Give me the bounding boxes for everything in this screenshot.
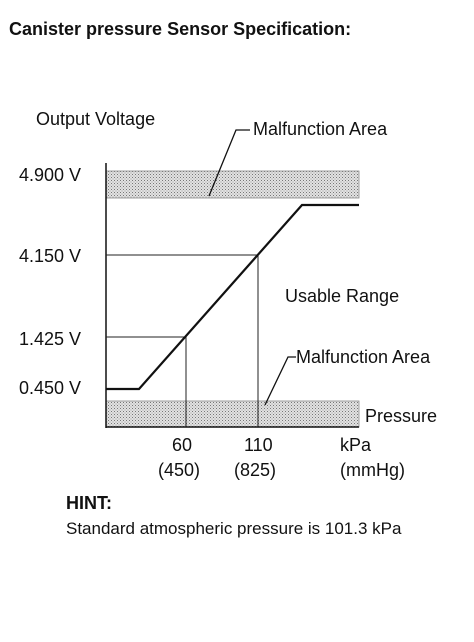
x-tick-label: 110 (244, 435, 273, 455)
x-tick-sublabel: (450) (158, 460, 201, 480)
x-tick-label: 60 (172, 435, 193, 455)
malfunction-area-lower-label: Malfunction Area (296, 347, 431, 367)
x-unit-sublabel: (mmHg) (340, 460, 405, 480)
usable-range-label: Usable Range (285, 286, 400, 306)
lower-malfunction-band (105, 400, 360, 428)
output-voltage-curve (106, 203, 359, 391)
lower-malfunction-leader (264, 356, 296, 406)
x-unit-label: kPa (340, 435, 372, 455)
x-tick-sublabel: (825) (234, 460, 277, 480)
y-axis-label: Output Voltage (36, 109, 156, 129)
hint-heading: HINT: (66, 493, 112, 513)
y-tick-label: 4.150 V (19, 246, 82, 266)
upper-malfunction-band (105, 170, 360, 199)
y-tick-label: 4.900 V (19, 165, 82, 185)
hint-text: Standard atmospheric pressure is 101.3 k… (66, 519, 402, 538)
y-tick-label: 1.425 V (19, 329, 82, 349)
y-tick-label: 0.450 V (19, 378, 82, 398)
page-title: Canister pressure Sensor Specification: (9, 19, 352, 39)
malfunction-area-upper-label: Malfunction Area (253, 119, 388, 139)
pressure-label: Pressure (365, 406, 438, 426)
upper-malfunction-leader (208, 129, 250, 197)
